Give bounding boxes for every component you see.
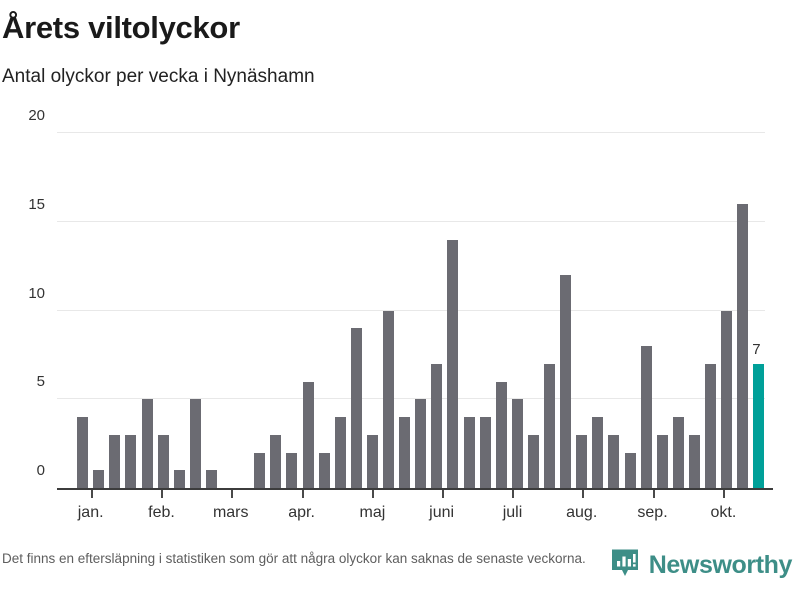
bar[interactable] [527,434,539,488]
page-title: Årets viltolyckor [2,10,240,45]
x-axis-line [57,488,773,490]
x-axis-tick-mark [723,490,726,498]
bar[interactable] [447,239,459,488]
x-axis-tick-label: aug. [566,504,598,521]
x-axis-tick-label: feb. [148,504,175,521]
bar[interactable] [560,275,572,488]
y-axis-tick-label: 0 [36,462,45,479]
bar[interactable] [415,399,427,488]
plot-canvas: 7 [57,132,765,488]
x-axis-tick-mark [652,490,655,498]
plot-area: 0 5 10 15 20 7 jan. feb. mars apr. maj juni juli au… [0,107,800,538]
bar[interactable] [141,399,153,488]
x-axis-tick-mark [581,490,584,498]
chart-header: Årets viltolyckor Antal olyckor per veck… [0,0,800,88]
y-axis-tick-label: 20 [28,107,45,124]
bar[interactable] [254,452,266,488]
bar[interactable] [383,310,394,488]
x-axis-tick-mark [161,490,164,498]
bar[interactable] [318,452,330,488]
bar[interactable] [366,434,378,488]
bar[interactable] [109,434,121,488]
bar[interactable] [753,363,765,488]
chart-subtitle: Antal olyckor per vecka i Nynäshamn [2,65,315,87]
x-axis-tick-mark [230,490,233,498]
y-axis-tick-label: 5 [36,373,45,391]
bar[interactable] [721,310,733,488]
x-axis-tick-label: juli [502,504,523,521]
x-axis-tick-label: sep. [637,504,668,521]
bar[interactable] [125,434,137,488]
bar[interactable] [350,328,362,488]
bar[interactable] [463,417,475,488]
bar[interactable] [737,204,749,488]
x-axis-tick-mark [372,490,375,498]
logo-wordmark: Newsworthy [648,550,793,579]
bar[interactable] [592,417,604,488]
x-axis-tick-mark [441,490,444,498]
gridline [57,309,765,311]
x-axis: jan. feb. mars apr. maj juni juli aug. sep. okt. [57,490,773,530]
gridline [57,220,765,222]
bar[interactable] [576,434,588,488]
bar[interactable] [640,346,652,488]
bar-chart-pin-icon [611,549,638,576]
bar[interactable] [705,363,716,488]
bar[interactable] [544,363,555,488]
x-axis-tick-label: maj [359,504,386,521]
bar[interactable] [302,381,314,488]
gridline [57,132,765,133]
bar[interactable] [688,434,700,488]
bar[interactable] [479,417,491,488]
bar[interactable] [495,381,507,488]
chart-footer: Det finns en eftersläpning i statistiken… [0,542,800,600]
x-axis-tick-mark [90,490,93,498]
y-axis-tick-label: 10 [28,284,45,302]
bar[interactable] [334,417,346,488]
bar[interactable] [189,399,201,488]
footnote: Det finns en eftersläpning i statistiken… [2,551,586,566]
x-axis-tick-label: juni [429,504,455,521]
bar[interactable] [173,470,185,488]
x-axis-tick-label: apr. [288,504,315,521]
gridline [57,398,765,400]
bar[interactable] [205,470,217,488]
bar-value-label: 7 [752,340,761,358]
bar[interactable] [511,399,523,488]
bar-series: 7 [57,133,765,488]
bar[interactable] [286,452,298,488]
x-axis-tick-label: okt. [710,504,737,521]
x-axis-tick-label: jan. [77,504,104,521]
bar[interactable] [608,434,620,488]
x-axis-tick-mark [301,490,304,498]
bar[interactable] [624,452,636,488]
bar[interactable] [431,363,443,488]
bar[interactable] [399,417,411,488]
bar[interactable] [672,417,684,488]
y-axis-tick-label: 15 [28,195,45,213]
x-axis-tick-label: mars [212,504,249,521]
bar[interactable] [270,434,282,488]
bar[interactable] [656,434,668,488]
bar[interactable] [157,434,169,488]
bar[interactable] [77,417,89,488]
bar[interactable] [93,470,105,488]
y-axis: 0 5 10 15 20 [0,107,45,488]
x-axis-tick-mark [512,490,515,498]
newsworthy-logo[interactable]: Newsworthy [610,548,792,582]
